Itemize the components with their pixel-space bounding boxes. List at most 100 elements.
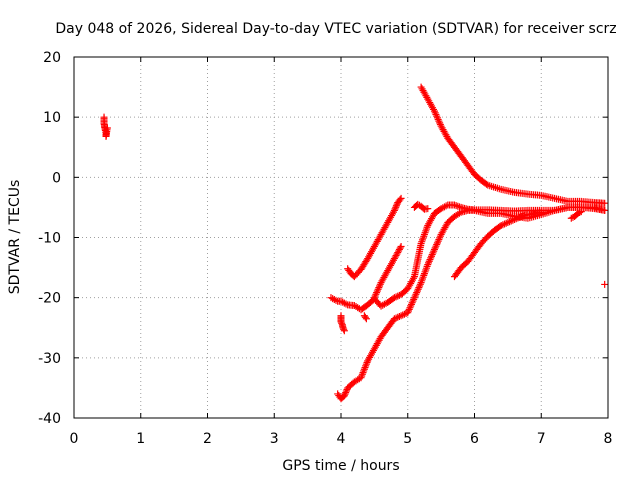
data-point-marker	[436, 232, 444, 240]
data-point-marker	[392, 252, 400, 260]
data-point-marker	[424, 261, 432, 269]
data-point-marker	[507, 217, 515, 225]
data-point-marker	[433, 114, 441, 122]
data-point-marker	[430, 246, 438, 254]
data-point-marker	[430, 107, 438, 115]
data-point-marker	[406, 304, 414, 312]
x-tick-label: 1	[136, 431, 145, 447]
data-point-marker	[426, 256, 434, 264]
data-point-marker	[393, 250, 401, 258]
x-tick-label: 6	[470, 431, 479, 447]
x-tick-label: 0	[70, 431, 79, 447]
data-point-marker	[392, 203, 400, 211]
data-point-marker	[373, 287, 381, 295]
data-point-marker	[372, 290, 380, 298]
data-point-marker	[394, 292, 402, 300]
data-point-marker	[362, 362, 370, 370]
data-point-marker	[397, 312, 405, 320]
data-point-marker	[601, 199, 609, 207]
data-point-marker	[427, 252, 435, 260]
data-point-marker	[332, 296, 340, 304]
y-tick-label: 10	[43, 110, 61, 126]
data-point-marker	[435, 117, 443, 125]
data-point-marker	[338, 319, 346, 327]
data-point-marker	[414, 285, 422, 293]
data-point-marker	[342, 300, 350, 308]
data-point-marker	[413, 289, 421, 297]
chart-title: Day 048 of 2026, Sidereal Day-to-day VTE…	[55, 21, 616, 37]
data-point-marker	[390, 315, 398, 323]
grid	[74, 57, 608, 418]
data-point-marker	[427, 254, 435, 262]
data-point-marker	[407, 302, 415, 310]
data-point-marker	[497, 221, 505, 229]
data-point-marker	[601, 206, 609, 214]
data-point-marker	[416, 282, 424, 290]
data-point-marker	[452, 202, 460, 210]
data-point-marker	[433, 241, 441, 249]
data-point-marker	[455, 203, 463, 211]
data-point-marker	[392, 293, 400, 301]
data-point-marker	[454, 202, 462, 210]
data-point-marker	[576, 209, 584, 217]
data-point-marker	[416, 280, 424, 288]
data-point-marker	[409, 274, 417, 282]
data-point-marker	[392, 202, 400, 210]
data-point-marker	[434, 116, 442, 124]
data-point-marker	[431, 109, 439, 117]
data-point-marker	[516, 213, 524, 221]
data-point-marker	[395, 246, 403, 254]
data-point-marker	[405, 305, 413, 313]
data-point-marker	[425, 257, 433, 265]
data-point-marker	[413, 287, 421, 295]
data-point-marker	[358, 370, 366, 378]
data-point-marker	[359, 369, 367, 377]
data-point-marker	[392, 314, 400, 322]
data-point-marker	[433, 239, 441, 247]
data-point-marker	[340, 327, 348, 335]
data-point-marker	[404, 307, 412, 315]
y-tick-label: -40	[38, 411, 61, 427]
data-point-marker	[340, 392, 348, 400]
data-point-marker	[330, 295, 338, 303]
data-point-marker	[396, 196, 404, 204]
data-point-marker	[395, 312, 403, 320]
data-point-marker	[410, 294, 418, 302]
data-point-marker	[389, 208, 397, 216]
data-point-marker	[361, 313, 369, 321]
data-point-marker	[376, 282, 384, 290]
data-point-marker	[373, 289, 381, 297]
data-point-marker	[390, 255, 398, 263]
data-point-marker	[415, 284, 423, 292]
data-point-marker	[429, 249, 437, 257]
data-point-marker	[501, 220, 509, 228]
data-point-marker	[371, 292, 379, 300]
data-point-marker	[433, 112, 441, 120]
data-point-marker	[425, 259, 433, 267]
data-point-marker	[361, 364, 369, 372]
data-point-marker	[342, 387, 350, 395]
data-point-marker	[397, 194, 405, 202]
data-point-marker	[429, 105, 437, 113]
data-point-marker	[428, 251, 436, 259]
data-point-marker	[512, 215, 520, 223]
data-point-marker	[389, 295, 397, 303]
data-point-marker	[103, 124, 111, 132]
y-tick-label: -20	[38, 291, 61, 307]
y-tick-label: 0	[52, 170, 61, 186]
data-point-marker	[400, 310, 408, 318]
data-point-marker	[435, 236, 443, 244]
data-point-marker	[412, 290, 420, 298]
data-point-marker	[537, 208, 545, 216]
data-point-marker	[504, 218, 512, 226]
data-point-marker	[577, 208, 585, 216]
data-point-marker	[434, 237, 442, 245]
data-point-marker	[391, 205, 399, 213]
data-point-marker	[502, 219, 510, 227]
data-point-marker	[424, 205, 432, 213]
data-point-marker	[404, 309, 412, 317]
data-point-marker	[394, 249, 402, 257]
data-point-marker	[410, 295, 418, 303]
data-points	[100, 83, 609, 403]
